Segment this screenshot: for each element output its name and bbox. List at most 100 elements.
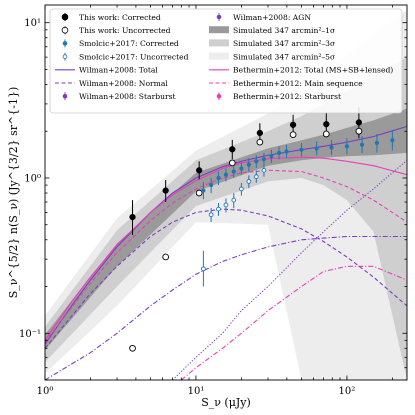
data-point [254, 159, 259, 164]
legend-entry-sm_unc: Smolcic+2017: Uncorrected [62, 52, 189, 61]
data-point [246, 162, 251, 167]
data-point [228, 159, 236, 167]
legend: This work: Corrected This work: Uncorrect… [49, 8, 403, 114]
legend-entry-sim1: Simulated 347 arcmin²–1σ [209, 26, 335, 35]
data-points [129, 107, 395, 352]
x-tick-label: 10² [339, 386, 356, 397]
line-bethermin-2012-starburst [180, 265, 407, 380]
x-tick-label: 10⁰ [37, 386, 54, 397]
data-point [284, 149, 289, 154]
series-smolcic-2017-corrected [201, 130, 395, 200]
legend-label: Bethermin+2012: Main sequence [233, 79, 363, 88]
data-point [231, 197, 237, 203]
data-point [322, 130, 330, 138]
legend-marker [61, 26, 69, 34]
data-point [129, 344, 136, 352]
legend-entry-tw_unc: This work: Uncorrected [61, 26, 171, 35]
x-tick-label: 10¹ [188, 386, 205, 397]
legend-label: Wilman+2008: AGN [233, 13, 311, 22]
data-point [269, 154, 274, 159]
band-simulated-347-arcmin-1 [45, 108, 407, 350]
x-axis-label: S_ν (μJy) [201, 396, 251, 409]
legend-marker [62, 54, 68, 59]
data-point [256, 138, 264, 146]
legend-entry-bet_total: Bethermin+2012: Total (MS+SB+lensed) [209, 66, 393, 75]
data-point [289, 131, 297, 139]
y-tick-label: 10⁻¹ [19, 329, 41, 340]
line-bethermin-2012-main-sequence [45, 169, 407, 343]
legend-entry-wil_total: Wilman+2008: Total [55, 66, 158, 75]
legend-entry-bet_ms: Bethermin+2012: Main sequence [209, 79, 363, 88]
data-point [261, 157, 267, 162]
data-point [195, 189, 203, 197]
series-this-work-uncorrected [129, 127, 363, 352]
legend-entry-sim3: Simulated 347 arcmin²–3σ [209, 39, 335, 48]
data-point [208, 212, 214, 218]
legend-swatch [209, 39, 229, 47]
line-wilman-2008-total [45, 125, 407, 345]
data-point [256, 129, 264, 137]
data-point [239, 166, 244, 171]
line-bethermin-2012-total-ms-sb-lensed [45, 156, 407, 341]
legend-marker [216, 14, 222, 20]
plot-frame [44, 4, 408, 381]
legend-label: Wilman+2008: Total [79, 66, 158, 75]
data-point [344, 144, 350, 149]
data-point [246, 179, 252, 184]
data-point [253, 174, 259, 179]
line-wilman-2008-normal [45, 208, 407, 349]
data-point [261, 167, 267, 173]
data-point [223, 172, 229, 177]
data-point [201, 266, 206, 272]
legend-label: Simulated 347 arcmin²–5σ [233, 52, 335, 61]
legend-entry-wil_normal: Wilman+2008: Normal [55, 79, 168, 88]
line-wilman-2008-starburst [45, 235, 407, 380]
legend-label: Smolcic+2017: Corrected [79, 39, 179, 48]
legend-label: Bethermin+2012: Starburst [233, 92, 341, 101]
legend-label: Wilman+2008: Normal [79, 79, 168, 88]
data-point [129, 213, 136, 221]
data-point [276, 150, 282, 156]
legend-label: Simulated 347 arcmin²–3σ [233, 39, 335, 48]
legend-box [49, 8, 403, 114]
legend-swatch [209, 52, 229, 60]
data-point [289, 121, 297, 128]
legend-marker [62, 93, 68, 99]
legend-entry-wil_sb: Wilman+2008: Starburst [62, 92, 176, 101]
y-axis-label: S_ν^{5/2} n(S_ν) (Jy^{3/2} sr^{-1}) [7, 87, 20, 298]
y-tick-label: 10¹ [24, 18, 41, 29]
legend-entry-wil_agn: Wilman+2008: AGN [216, 13, 311, 22]
legend-marker [216, 93, 222, 99]
data-point [231, 169, 236, 174]
data-point [374, 140, 380, 146]
axis-ticks: 10⁰ 10¹ 10² 10⁻¹ 10⁰ 10¹ [19, 5, 407, 397]
series-smolcic-2017-uncorrected [201, 164, 267, 287]
data-point [355, 127, 363, 135]
data-point [229, 146, 236, 153]
data-point [162, 253, 170, 261]
legend-label: This work: Uncorrected [79, 26, 171, 35]
data-point [239, 186, 244, 192]
legend-label: Bethermin+2012: Total (MS+SB+lensed) [233, 66, 393, 75]
data-point [359, 142, 365, 147]
legend-label: Simulated 347 arcmin²–1σ [233, 26, 335, 35]
data-point [223, 202, 229, 208]
legend-swatch [209, 26, 229, 34]
data-point [216, 175, 221, 181]
legend-label: This work: Corrected [79, 13, 161, 22]
data-point [216, 206, 221, 212]
y-tick-label: 10⁰ [24, 173, 41, 184]
legend-entry-bet_sb: Bethermin+2012: Starburst [216, 92, 341, 101]
data-point [390, 138, 395, 143]
model-lines [45, 125, 407, 380]
legend-label: Wilman+2008: Starburst [79, 92, 176, 101]
legend-entry-sm_corr: Smolcic+2017: Corrected [62, 39, 179, 48]
data-point [329, 145, 334, 150]
legend-entry-tw_corr: This work: Corrected [61, 13, 161, 22]
legend-label: Smolcic+2017: Uncorrected [79, 52, 189, 61]
legend-entry-sim5: Simulated 347 arcmin²–5σ [209, 52, 335, 61]
data-point [162, 187, 169, 194]
data-point [314, 146, 319, 151]
data-point [208, 182, 214, 188]
